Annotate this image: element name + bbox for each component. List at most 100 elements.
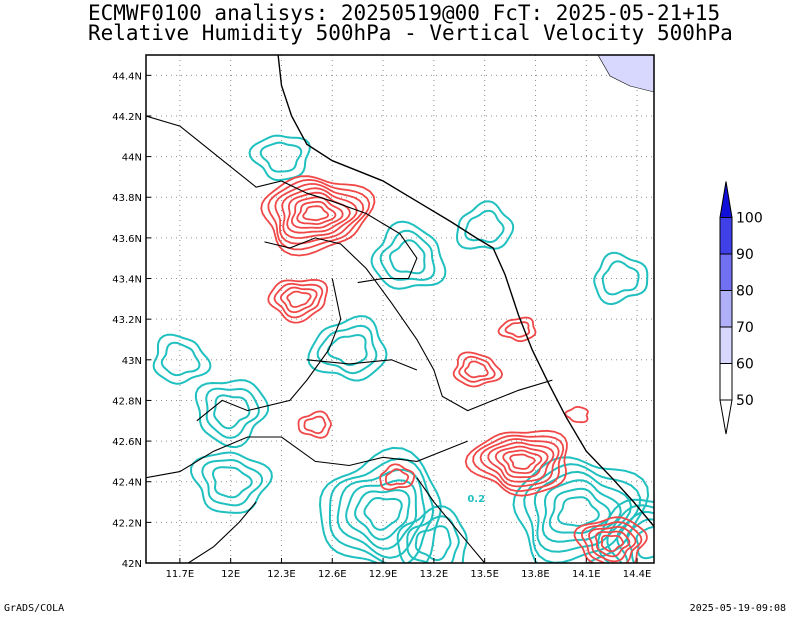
footer-timestamp: 2025-05-19-09:08 xyxy=(689,603,786,614)
omega-contour xyxy=(564,405,589,424)
title-line-2: Relative Humidity 500hPa - Vertical Velo… xyxy=(88,21,733,45)
y-tick-label: 43.6N xyxy=(112,234,142,245)
rh-contour xyxy=(354,489,411,541)
omega-contour xyxy=(273,282,324,319)
x-tick-label: 13.5E xyxy=(470,569,499,580)
x-tick-label: 13.8E xyxy=(521,569,550,580)
y-tick-label: 42.6N xyxy=(112,437,142,448)
omega-contour xyxy=(290,196,344,229)
rh-contour xyxy=(201,458,264,507)
omega-contour xyxy=(279,286,318,313)
omega-contour xyxy=(600,534,625,553)
omega-contour xyxy=(302,205,330,222)
omega-contour xyxy=(497,316,537,343)
colorbar-label: 70 xyxy=(736,320,754,336)
region-border xyxy=(264,237,553,412)
colorbar-high-arrow xyxy=(719,181,733,218)
omega-contour xyxy=(297,410,332,439)
rh-contour xyxy=(557,496,600,527)
rh-contour xyxy=(211,466,253,499)
omega-contour xyxy=(452,351,504,388)
x-tick-label: 13.2E xyxy=(420,569,449,580)
rh-contour xyxy=(307,315,388,382)
region-border xyxy=(196,278,342,422)
rh-contour xyxy=(152,333,212,385)
region-border xyxy=(146,115,418,284)
rh-contour xyxy=(160,341,201,377)
region-border xyxy=(416,477,486,563)
y-tick-label: 43N xyxy=(122,356,142,367)
x-tick-label: 11.7E xyxy=(166,569,195,580)
y-tick-label: 43.2N xyxy=(112,315,142,326)
y-tick-label: 42.4N xyxy=(112,478,142,489)
rh-contour xyxy=(523,463,642,563)
region-border xyxy=(188,501,257,563)
rh-contour xyxy=(345,479,418,550)
omega-contour xyxy=(379,463,416,491)
omega-contours xyxy=(260,175,648,563)
y-tick-label: 42.2N xyxy=(112,518,142,529)
colorbar-segment xyxy=(719,326,733,364)
colorbar-segment xyxy=(719,363,733,401)
x-tick-label: 12E xyxy=(221,569,240,580)
y-tick-label: 42N xyxy=(122,559,142,570)
omega-contour xyxy=(472,434,565,492)
rh-contour xyxy=(635,526,654,560)
title-line-1: ECMWF0100 analisys: 20250519@00 FcT: 202… xyxy=(88,1,721,25)
omega-contour xyxy=(487,441,555,483)
omega-contour xyxy=(281,187,358,239)
omega-contour xyxy=(267,278,329,324)
rh-contour xyxy=(379,229,436,281)
region-border xyxy=(146,436,468,479)
y-tick-label: 44.2N xyxy=(112,112,142,123)
rh-contour xyxy=(464,209,505,244)
colorbar-segment xyxy=(719,253,733,291)
rh-contour xyxy=(318,446,442,563)
rh-contour xyxy=(194,379,270,449)
rh-contour xyxy=(370,220,447,290)
region-border xyxy=(306,359,418,371)
footer-credit: GrADS/COLA xyxy=(4,603,65,614)
omega-contour xyxy=(458,355,496,383)
omega-contour xyxy=(494,445,549,479)
colorbar: 50 60 70 80 90 100 xyxy=(719,181,763,435)
rh-contour xyxy=(396,505,468,563)
rh-contour xyxy=(326,334,368,367)
rh-contour xyxy=(205,387,260,439)
rh-contour xyxy=(606,504,654,563)
rh-fill-region xyxy=(597,55,654,93)
rh-contour xyxy=(259,141,303,173)
x-tick-label: 12.6E xyxy=(318,569,347,580)
omega-contour xyxy=(296,200,337,226)
omega-contour xyxy=(267,178,371,251)
rh-contour xyxy=(414,525,452,562)
rh-contour xyxy=(455,200,515,250)
omega-contour xyxy=(286,191,351,234)
rh-contour xyxy=(616,510,654,563)
rh-contour xyxy=(406,515,460,563)
y-tick-label: 43.8N xyxy=(112,193,142,204)
contour-labels: 0.2 xyxy=(467,494,485,505)
rh-contour xyxy=(626,518,654,563)
y-tick-label: 44N xyxy=(122,153,142,164)
rh-contour xyxy=(388,239,426,275)
axis-ticks: 11.7E 12E 12.3E 12.6E 12.9E 13.2E 13.5E 13.8E 14… xyxy=(112,71,651,580)
omega-contour xyxy=(504,321,531,338)
rh-contour xyxy=(601,260,640,296)
omega-contour xyxy=(502,449,543,475)
omega-contour xyxy=(260,175,376,257)
x-tick-label: 14.1E xyxy=(572,569,601,580)
omega-contour xyxy=(594,530,631,558)
contour-label: 0.2 xyxy=(467,494,485,505)
omega-contour xyxy=(286,290,312,308)
omega-contour xyxy=(479,438,560,488)
omega-contour xyxy=(509,453,536,470)
y-tick-label: 42.8N xyxy=(112,396,142,407)
omega-contour xyxy=(573,516,648,563)
omega-contour xyxy=(464,360,489,379)
omega-contour xyxy=(588,525,637,563)
x-tick-label: 12.3E xyxy=(267,569,296,580)
x-tick-label: 14.4E xyxy=(623,569,652,580)
rh-shading xyxy=(597,55,654,93)
